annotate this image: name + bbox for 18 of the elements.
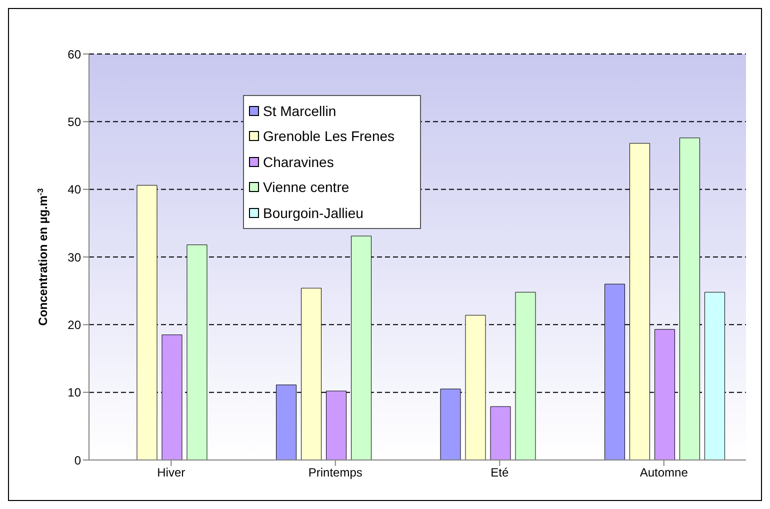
legend-label: Grenoble Les Frenes	[263, 128, 395, 144]
y-tick-label: 10	[68, 386, 82, 400]
x-tick-label: Automne	[640, 466, 688, 480]
y-tick-label: 50	[68, 114, 82, 129]
legend-label: Bourgoin-Jallieu	[263, 204, 364, 221]
legend-label: St Marcellin	[263, 102, 336, 119]
legend-label: Vienne centre	[263, 179, 350, 196]
x-tick-label: Printemps	[308, 466, 362, 480]
x-tick-label: Eté	[490, 466, 509, 480]
bar	[465, 314, 486, 460]
y-tick-label: 40	[68, 182, 82, 197]
y-tick-label: 0	[74, 453, 82, 468]
y-tick-label: 20	[68, 318, 82, 332]
y-tick-label: 30	[68, 250, 82, 264]
bar	[490, 406, 511, 460]
y-tick-label: 60	[68, 47, 82, 62]
x-tick-label: Hiver	[157, 466, 186, 480]
legend-label: Charavines	[263, 154, 334, 170]
